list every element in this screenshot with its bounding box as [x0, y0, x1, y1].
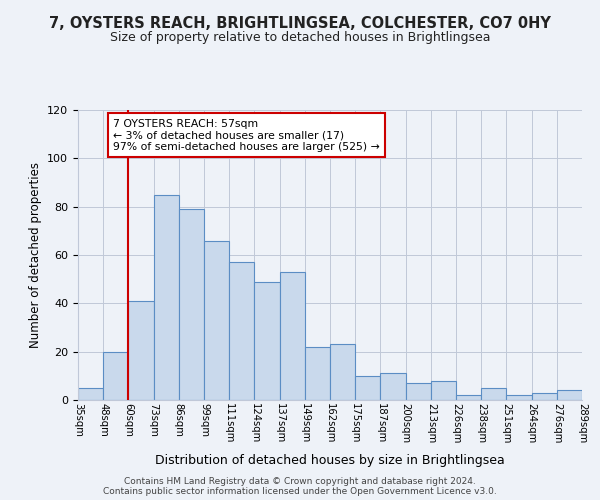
Bar: [380, 374, 406, 400]
Bar: [532, 393, 557, 400]
Bar: [330, 344, 355, 400]
Bar: [481, 388, 506, 400]
Bar: [204, 240, 229, 400]
Bar: [78, 388, 103, 400]
Bar: [456, 395, 481, 400]
Bar: [254, 282, 280, 400]
Text: Contains HM Land Registry data © Crown copyright and database right 2024.: Contains HM Land Registry data © Crown c…: [124, 478, 476, 486]
Bar: [406, 383, 431, 400]
X-axis label: Distribution of detached houses by size in Brightlingsea: Distribution of detached houses by size …: [155, 454, 505, 468]
Bar: [229, 262, 254, 400]
Bar: [179, 209, 204, 400]
Bar: [154, 194, 179, 400]
Bar: [431, 380, 456, 400]
Text: Size of property relative to detached houses in Brightlingsea: Size of property relative to detached ho…: [110, 31, 490, 44]
Text: 7, OYSTERS REACH, BRIGHTLINGSEA, COLCHESTER, CO7 0HY: 7, OYSTERS REACH, BRIGHTLINGSEA, COLCHES…: [49, 16, 551, 31]
Bar: [280, 272, 305, 400]
Bar: [557, 390, 582, 400]
Bar: [506, 395, 532, 400]
Bar: [128, 301, 154, 400]
Text: Contains public sector information licensed under the Open Government Licence v3: Contains public sector information licen…: [103, 486, 497, 496]
Y-axis label: Number of detached properties: Number of detached properties: [29, 162, 41, 348]
Bar: [305, 347, 330, 400]
Bar: [355, 376, 380, 400]
Text: 7 OYSTERS REACH: 57sqm
← 3% of detached houses are smaller (17)
97% of semi-deta: 7 OYSTERS REACH: 57sqm ← 3% of detached …: [113, 118, 380, 152]
Bar: [103, 352, 128, 400]
